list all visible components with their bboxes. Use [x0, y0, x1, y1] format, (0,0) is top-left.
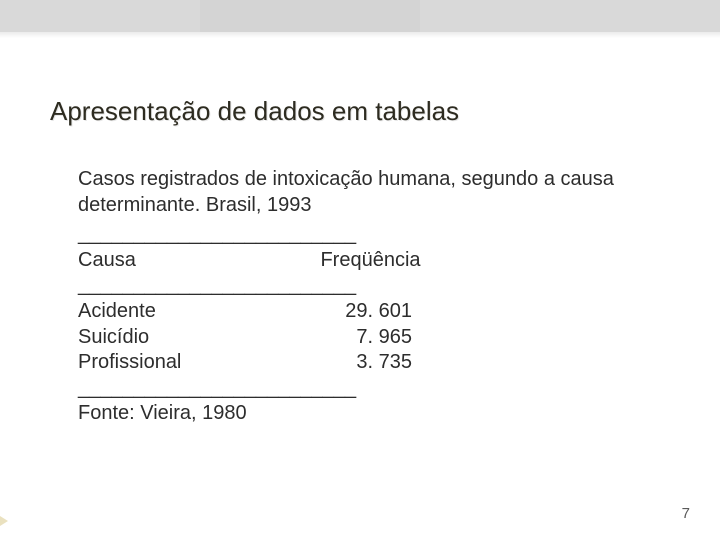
header-bar-inner [200, 0, 420, 32]
table-row: Acidente 29. 601 [78, 299, 438, 325]
table-rule-mid: _________________________ [78, 273, 670, 299]
cell-causa: Profissional [78, 350, 303, 376]
table-header-row: Causa Freqüência [78, 248, 438, 274]
table-rule-bottom: _________________________ [78, 376, 670, 402]
slide-content: Apresentação de dados em tabelas Casos r… [0, 38, 720, 427]
table-description: Casos registrados de intoxicação humana,… [78, 167, 670, 218]
table-rule-top: _________________________ [78, 222, 670, 248]
table-row: Suicídio 7. 965 [78, 325, 438, 351]
corner-accent-icon [0, 516, 8, 526]
cell-freq: 29. 601 [303, 299, 438, 325]
cell-freq: 7. 965 [303, 325, 438, 351]
cell-freq: 3. 735 [303, 350, 438, 376]
body-text: Casos registrados de intoxicação humana,… [50, 167, 670, 427]
slide-title: Apresentação de dados em tabelas [50, 96, 670, 127]
table-source: Fonte: Vieira, 1980 [78, 401, 670, 427]
data-table: _________________________ Causa Freqüênc… [78, 222, 670, 401]
table-row: Profissional 3. 735 [78, 350, 438, 376]
page-number: 7 [682, 505, 690, 522]
col-header-frequencia: Freqüência [303, 248, 438, 274]
cell-causa: Suicídio [78, 325, 303, 351]
cell-causa: Acidente [78, 299, 303, 325]
header-bar [0, 0, 720, 32]
col-header-causa: Causa [78, 248, 303, 274]
